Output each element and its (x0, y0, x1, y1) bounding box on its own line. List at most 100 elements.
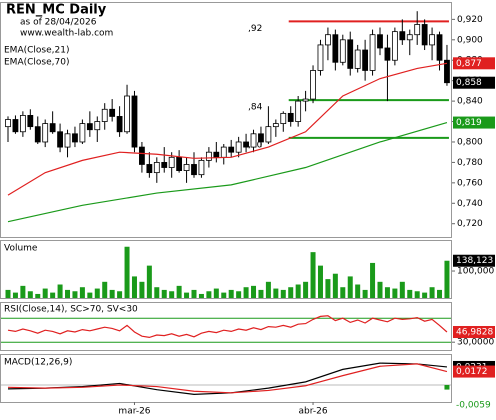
volume-bar (102, 281, 108, 298)
volume-bar (370, 262, 376, 298)
candle-body (19, 115, 26, 133)
ema-last-label-box (453, 116, 495, 129)
volume-bar (384, 287, 390, 298)
candle-body (287, 112, 294, 122)
source: www.wealth-lab.com (20, 29, 113, 39)
x-tick-label: abr-26 (299, 407, 328, 417)
volume-bar (414, 291, 420, 298)
candle-body (347, 39, 354, 69)
volume-bar (206, 291, 212, 298)
candle-body (49, 123, 56, 133)
volume-bar (191, 289, 197, 298)
candle-body (161, 162, 168, 168)
macd-last-label: 0,0172 (456, 367, 488, 377)
volume-bar (146, 265, 152, 298)
volume-bar (154, 287, 160, 298)
volume-bar (221, 292, 227, 298)
volume-bar (184, 292, 190, 298)
candle-body (213, 151, 220, 158)
volume-bar (228, 289, 234, 298)
candle-body (153, 162, 160, 174)
volume-bar (422, 292, 428, 298)
candle-body (116, 116, 123, 133)
volume-bar (444, 260, 450, 298)
candle-body (79, 123, 86, 143)
volume-bar (392, 288, 398, 298)
volume-bar (139, 281, 145, 298)
volume-bar (243, 287, 249, 298)
candle-body (34, 126, 41, 143)
candle-body (421, 24, 428, 46)
candle-body (243, 141, 249, 148)
volume-bar (124, 246, 130, 298)
candle-body (5, 119, 11, 128)
pane (0, 354, 452, 403)
volume-bar (340, 287, 346, 298)
candle-body (280, 112, 287, 124)
y-tick-label: 0,720 (457, 219, 483, 229)
volume-bar (265, 281, 271, 298)
pane-title: MACD(12,26,9) (4, 358, 72, 368)
candle-body (391, 31, 398, 61)
candle-body (109, 108, 116, 117)
candle-body (250, 133, 257, 148)
candle-body (64, 133, 71, 148)
candle-body (146, 164, 153, 174)
candle-body (325, 34, 331, 46)
pane-title: Volume (4, 244, 38, 254)
candle-body (310, 70, 316, 100)
candle-body (399, 31, 406, 41)
volume-bar (317, 265, 323, 298)
candle-body (205, 151, 212, 161)
volume-bar (94, 288, 100, 298)
volume-bar (27, 291, 33, 298)
ema-last-label: 0,877 (456, 59, 482, 69)
volume-bar (295, 284, 301, 298)
rsi-last-label-box (453, 326, 495, 339)
volume-bar (169, 291, 175, 298)
volume-bar (236, 291, 242, 298)
macd-last-label-box (453, 365, 495, 378)
y-tick-label: 0,780 (457, 158, 483, 168)
volume-bar (20, 285, 26, 298)
y-tick-label: 0,760 (457, 178, 483, 188)
ema-line (7, 62, 448, 196)
candle-body (235, 141, 242, 153)
candle-body (42, 123, 49, 143)
volume-bar (310, 252, 316, 298)
legend-entry: EMA(Close,21) (4, 46, 69, 56)
y-tick-label: 0,800 (457, 137, 483, 147)
candle-body (332, 34, 339, 63)
volume-bar (79, 287, 85, 298)
candle-body (27, 115, 34, 128)
pane-title: RSI(Close,14), SC>70, SV<30 (4, 305, 138, 315)
volume-bar (355, 284, 361, 298)
volume-bar (251, 285, 257, 298)
volume-bar (42, 288, 48, 298)
candle-body (377, 34, 383, 49)
level-label: ,92 (248, 24, 262, 34)
volume-bar (399, 281, 405, 298)
candle-body (57, 131, 63, 148)
volume-bar (117, 291, 123, 298)
ema-last-label: 0,819 (456, 118, 482, 128)
y-tick-label: 0,920 (457, 15, 483, 25)
pane (0, 2, 452, 238)
volume-bar (213, 288, 219, 298)
volume-bar (347, 276, 353, 298)
volume-bar (332, 273, 338, 298)
volume-bar (57, 284, 63, 298)
pane (0, 240, 452, 299)
volume-bar (429, 287, 435, 298)
candle-body (317, 44, 324, 71)
candle-body (220, 146, 227, 158)
subtitle: as of 28/04/2026 (20, 18, 97, 28)
candle-body (384, 47, 391, 61)
volume-bar (65, 289, 71, 298)
candle-body (168, 156, 175, 168)
candle-body (131, 95, 138, 148)
ema-last-label-box (453, 57, 495, 70)
candle-body (369, 34, 376, 71)
volume-bar (198, 293, 204, 298)
